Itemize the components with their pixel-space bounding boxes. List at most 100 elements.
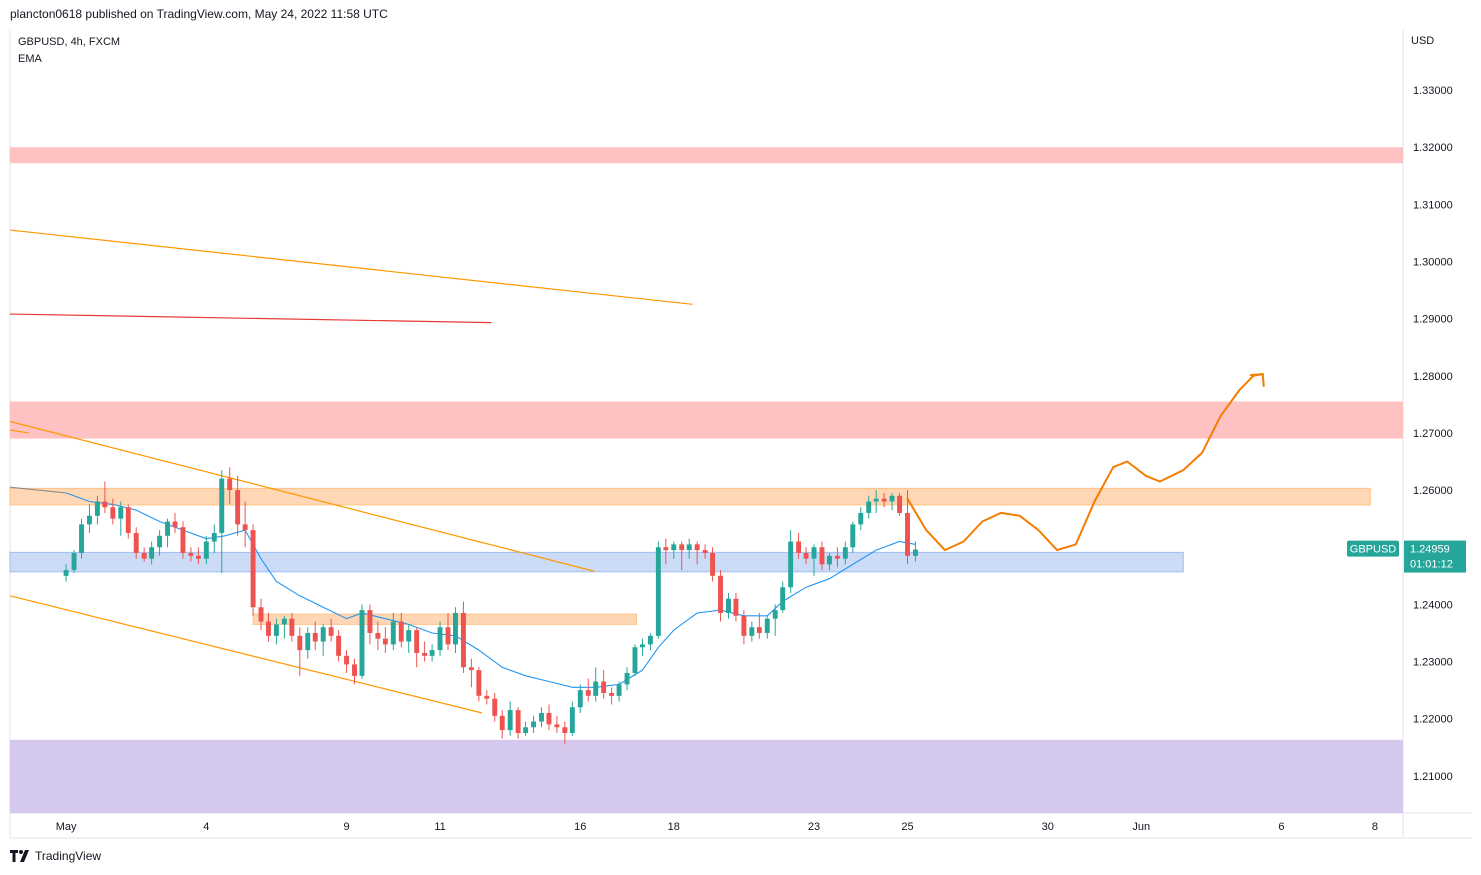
candle[interactable] [297, 627, 303, 676]
zone-demand-3[interactable] [9, 551, 1184, 573]
candle[interactable] [718, 570, 723, 622]
candle[interactable] [507, 701, 513, 736]
candle[interactable] [546, 704, 552, 731]
candle[interactable] [577, 684, 583, 713]
candle[interactable] [328, 618, 334, 642]
candle[interactable] [531, 715, 537, 733]
candle[interactable] [492, 692, 498, 722]
candle[interactable] [375, 621, 381, 651]
candle[interactable] [453, 607, 458, 653]
candle[interactable] [398, 612, 404, 648]
candle[interactable] [726, 592, 731, 619]
candle[interactable] [788, 530, 794, 593]
candle[interactable] [624, 667, 630, 691]
candle[interactable] [203, 535, 209, 565]
candle[interactable] [141, 547, 147, 562]
candle[interactable] [749, 621, 755, 642]
candle[interactable] [796, 532, 802, 559]
candle[interactable] [118, 501, 124, 536]
candle[interactable] [476, 667, 482, 702]
candle[interactable] [188, 547, 194, 562]
candle[interactable] [110, 498, 116, 525]
candle[interactable] [694, 541, 700, 565]
candle[interactable] [165, 518, 170, 548]
candle[interactable] [266, 612, 271, 642]
candle[interactable] [741, 610, 747, 645]
candle[interactable] [811, 544, 817, 576]
candle[interactable] [803, 547, 809, 565]
candle[interactable] [702, 544, 708, 559]
candle[interactable] [414, 627, 420, 668]
candle[interactable] [912, 541, 918, 562]
candle[interactable] [125, 504, 131, 539]
current-price-tag[interactable]: 1.24959 01:01:12 [1404, 540, 1466, 573]
candle[interactable] [655, 541, 661, 639]
zone-resistance-1[interactable] [10, 401, 1403, 439]
candle[interactable] [429, 644, 435, 662]
candle[interactable] [764, 615, 770, 639]
candle[interactable] [258, 598, 264, 631]
candle[interactable] [235, 475, 241, 536]
candle[interactable] [834, 547, 840, 568]
candle[interactable] [889, 492, 895, 511]
candle[interactable] [305, 627, 311, 659]
line-trendline-2[interactable] [9, 420, 595, 572]
candle[interactable] [671, 541, 677, 559]
candle[interactable] [406, 624, 412, 653]
candle[interactable] [468, 658, 474, 688]
candle[interactable] [273, 618, 279, 645]
candle[interactable] [219, 470, 225, 573]
zone-support-5[interactable] [10, 739, 1403, 813]
candle[interactable] [250, 524, 256, 616]
candle[interactable] [320, 624, 326, 656]
candle[interactable] [593, 667, 599, 702]
candle[interactable] [609, 687, 615, 705]
candle[interactable] [157, 530, 163, 556]
candle[interactable] [616, 681, 622, 702]
candle[interactable] [133, 527, 139, 559]
candle[interactable] [289, 612, 295, 642]
candle[interactable] [819, 541, 825, 571]
candle[interactable] [382, 627, 388, 653]
candle[interactable] [850, 521, 856, 553]
candle[interactable] [460, 601, 466, 673]
line-red_line-1[interactable] [9, 313, 492, 324]
candle[interactable] [79, 518, 84, 559]
candle[interactable] [484, 690, 490, 705]
candle[interactable] [601, 670, 607, 699]
candle[interactable] [180, 521, 186, 559]
candle[interactable] [94, 495, 100, 525]
line-trendline-0[interactable] [9, 229, 693, 305]
candle[interactable] [733, 592, 739, 622]
line-trendline-3[interactable] [9, 595, 483, 714]
candle[interactable] [195, 547, 201, 565]
candle[interactable] [780, 581, 786, 613]
candle[interactable] [344, 650, 350, 673]
candle[interactable] [554, 715, 560, 733]
candle[interactable] [647, 632, 653, 651]
candle[interactable] [585, 678, 591, 702]
candle[interactable] [679, 541, 685, 571]
candle[interactable] [437, 621, 443, 656]
candle[interactable] [422, 641, 428, 662]
candle[interactable] [63, 564, 69, 582]
candle[interactable] [826, 552, 832, 571]
candle[interactable] [499, 710, 505, 739]
candle[interactable] [172, 512, 178, 533]
candle[interactable] [211, 524, 217, 553]
candle[interactable] [710, 547, 716, 582]
candle[interactable] [897, 492, 903, 516]
tradingview-branding[interactable]: TradingView [10, 849, 101, 863]
candle[interactable] [227, 467, 233, 505]
candle[interactable] [756, 612, 762, 639]
ema-legend[interactable]: EMA [18, 53, 42, 65]
candle[interactable] [639, 638, 645, 656]
candle[interactable] [663, 538, 669, 565]
candle[interactable] [842, 541, 848, 565]
candle[interactable] [390, 612, 396, 651]
candle[interactable] [281, 615, 287, 639]
candle[interactable] [523, 721, 529, 736]
candle[interactable] [102, 481, 108, 513]
